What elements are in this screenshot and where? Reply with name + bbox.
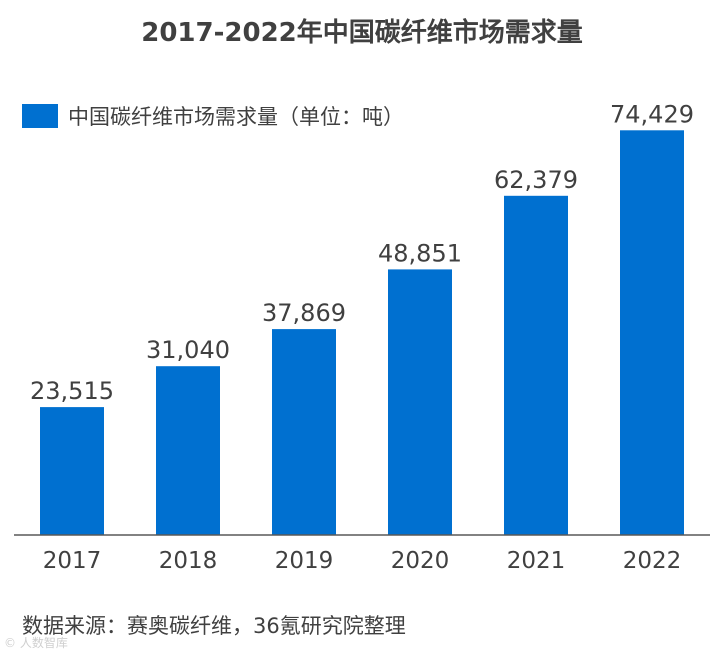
legend-label: 中国碳纤维市场需求量（单位：吨）	[68, 105, 404, 129]
tick-label-2021: 2021	[507, 548, 566, 574]
tick-labels-group: 2017 2018 2019 2020 2021 2022	[43, 548, 682, 574]
source-note: 数据来源：赛奥碳纤维，36氪研究院整理	[22, 614, 406, 638]
bar-2019	[272, 329, 336, 535]
value-label-2021: 62,379	[494, 166, 578, 194]
bar-2021	[504, 195, 568, 536]
bar-2018	[156, 366, 220, 535]
legend: 中国碳纤维市场需求量（单位：吨）	[22, 101, 404, 131]
watermark: © 人数智库	[4, 636, 68, 650]
tick-label-2020: 2020	[391, 548, 450, 574]
bars-group	[40, 130, 684, 536]
bar-2022	[620, 130, 684, 536]
tick-label-2022: 2022	[623, 548, 682, 574]
value-label-2018: 31,040	[146, 336, 230, 364]
value-labels-group: 23,515 31,040 37,869 48,851 62,379 74,429	[30, 100, 694, 405]
value-label-2022: 74,429	[610, 100, 694, 128]
value-label-2017: 23,515	[30, 377, 114, 405]
tick-label-2017: 2017	[43, 548, 102, 574]
tick-label-2019: 2019	[275, 548, 334, 574]
bar-chart: 23,515 31,040 37,869 48,851 62,379 74,429 201…	[14, 100, 710, 574]
tick-label-2018: 2018	[159, 548, 218, 574]
bar-2017	[40, 407, 104, 535]
value-label-2020: 48,851	[378, 239, 462, 267]
legend-swatch	[22, 104, 58, 128]
value-label-2019: 37,869	[262, 299, 346, 327]
chart-title: 2017-2022年中国碳纤维市场需求量	[141, 18, 583, 48]
bar-2020	[388, 269, 452, 535]
